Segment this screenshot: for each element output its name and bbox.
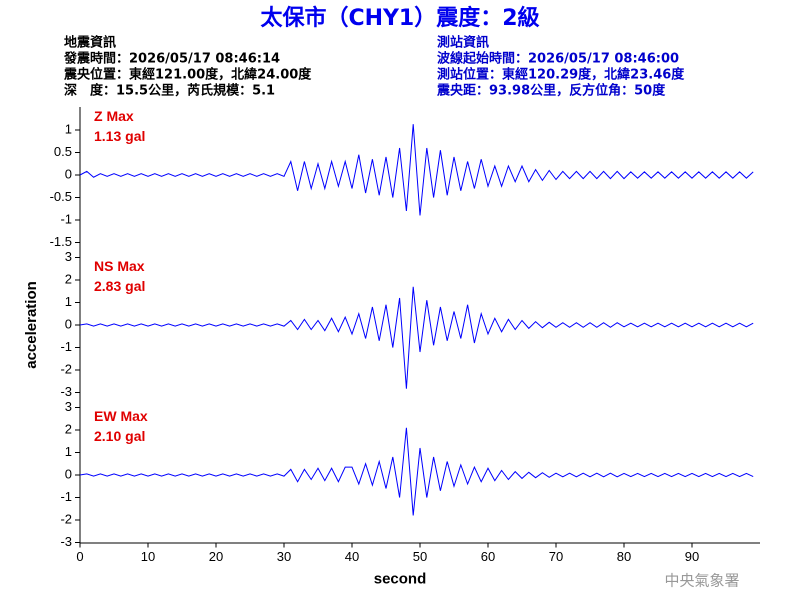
y-tick-label: -1.5 (50, 234, 72, 249)
x-tick-label: 80 (617, 549, 631, 564)
x-tick-label: 90 (685, 549, 699, 564)
y-tick-label: 1 (65, 444, 72, 459)
event-info: 地震資訊 (64, 35, 116, 51)
y-tick-label: 3 (65, 399, 72, 414)
annotation: NS Max (94, 258, 145, 274)
y-tick-label: 2 (65, 271, 72, 286)
x-axis-label: second (374, 570, 427, 587)
x-tick-label: 0 (76, 549, 83, 564)
station-info: 波線起始時間：2026/05/17 08:46:00 (437, 51, 679, 67)
event-info: 發震時間：2026/05/17 08:46:14 (63, 51, 280, 67)
x-tick-label: 70 (549, 549, 563, 564)
y-tick-label: -2 (60, 511, 72, 526)
y-tick-label: 0 (65, 166, 72, 181)
y-tick-label: 2 (65, 421, 72, 436)
chart-title: 太保市（CHY1）震度：2級 (260, 5, 539, 31)
x-tick-label: 10 (141, 549, 155, 564)
y-axis-label: acceleration (23, 281, 40, 369)
x-tick-label: 60 (481, 549, 495, 564)
x-tick-label: 40 (345, 549, 359, 564)
y-tick-label: 0.5 (54, 144, 72, 159)
annotation: 2.10 gal (94, 428, 145, 444)
waveform (79, 286, 754, 389)
event-info: 深 度：15.5公里，芮氏規模：5.1 (64, 83, 275, 99)
x-tick-label: 30 (277, 549, 291, 564)
annotation: 2.83 gal (94, 278, 145, 294)
y-tick-label: -2 (60, 361, 72, 376)
y-tick-label: 0 (65, 316, 72, 331)
y-tick-label: -3 (60, 534, 72, 549)
y-tick-label: -1 (60, 211, 72, 226)
annotation: 1.13 gal (94, 128, 145, 144)
y-tick-label: 1 (65, 121, 72, 136)
station-info: 震央距：93.98公里，反方位角：50度 (436, 83, 666, 99)
y-tick-label: 3 (65, 249, 72, 264)
annotation: EW Max (94, 408, 148, 424)
y-tick-label: -1 (60, 489, 72, 504)
footer: 中央氣象署 (664, 572, 739, 590)
x-tick-label: 50 (413, 549, 427, 564)
event-info: 震央位置：東經121.00度，北緯24.00度 (63, 67, 312, 83)
y-tick-label: 1 (65, 294, 72, 309)
y-tick-label: -3 (60, 384, 72, 399)
y-tick-label: 0 (65, 466, 72, 481)
waveform (79, 124, 754, 216)
annotation: Z Max (94, 108, 134, 124)
waveform (79, 427, 754, 516)
y-tick-label: -1 (60, 339, 72, 354)
x-tick-label: 20 (209, 549, 223, 564)
station-info: 測站資訊 (437, 35, 489, 51)
station-info: 測站位置：東經120.29度，北緯23.46度 (437, 67, 685, 83)
y-tick-label: -0.5 (50, 189, 72, 204)
